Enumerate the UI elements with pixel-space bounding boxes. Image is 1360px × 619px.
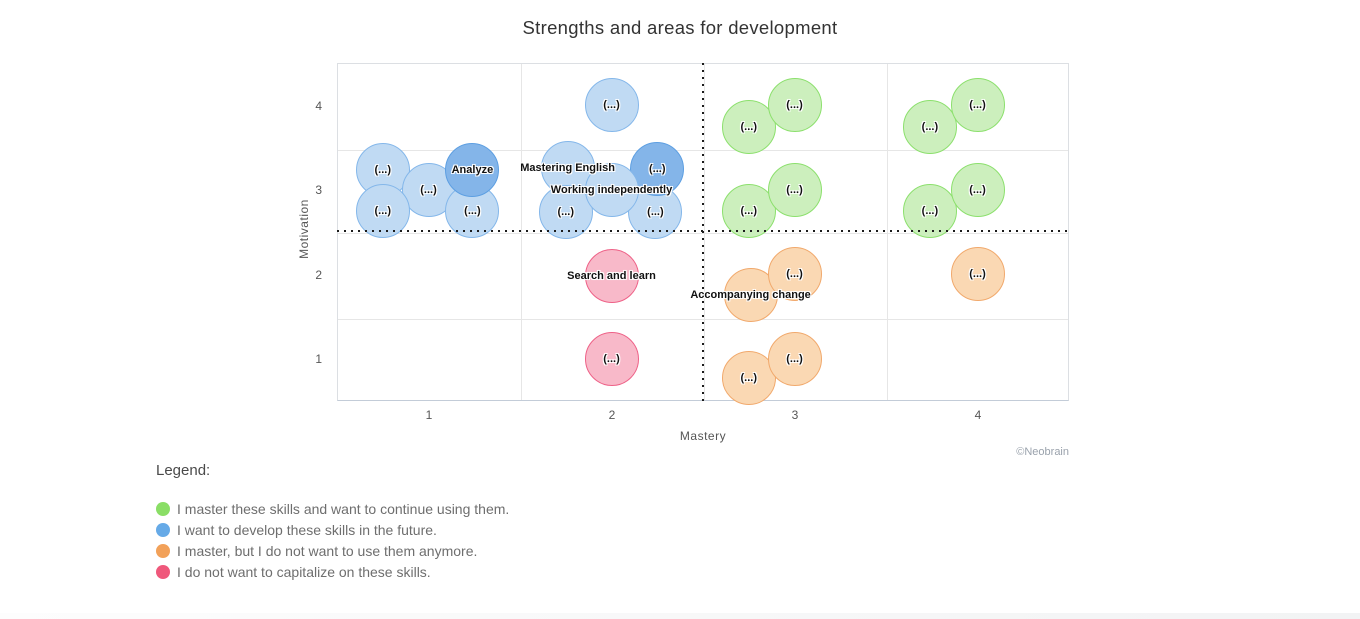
- bubble-green[interactable]: [950, 162, 1005, 217]
- bubble-label: (...): [603, 99, 620, 112]
- bubble-orange[interactable]: [767, 331, 822, 386]
- bubble-label: (...): [921, 204, 939, 217]
- x-axis-title: Mastery: [679, 429, 727, 443]
- y-tick-4: 4: [315, 99, 322, 113]
- bubble-label: (...): [420, 183, 437, 196]
- bubble-label: (...): [557, 205, 575, 218]
- legend: Legend: I master these skills and want t…: [156, 462, 509, 582]
- quadrant-divider-vertical: [702, 63, 704, 401]
- bubble-label: (...): [969, 99, 986, 112]
- y-axis-title: Motivation: [297, 199, 311, 259]
- bubble-label: (...): [786, 352, 803, 365]
- legend-color-dot: [156, 522, 170, 537]
- bubble-label: (...): [969, 268, 986, 281]
- bubble-label: (...): [969, 183, 986, 196]
- bubble-green[interactable]: [902, 183, 957, 238]
- bottom-scroll-strip: [0, 613, 1360, 619]
- x-tick-2: 2: [608, 408, 616, 422]
- bubble-green[interactable]: [902, 100, 957, 155]
- bubble-label: Analyze: [451, 164, 494, 177]
- legend-item-label: I want to develop these skills in the fu…: [177, 521, 437, 538]
- bubble-blue[interactable]: [630, 141, 685, 196]
- y-tick-1: 1: [315, 352, 322, 366]
- x-tick-1: 1: [425, 408, 433, 422]
- bubble-orange[interactable]: [767, 247, 822, 302]
- bubble-label: (...): [786, 99, 803, 112]
- legend-color-dot: [156, 543, 170, 558]
- bubble-label: (...): [374, 164, 392, 177]
- bubble-blue[interactable]: [538, 184, 593, 239]
- legend-item: I master these skills and want to contin…: [156, 498, 509, 519]
- x-tick-3: 3: [791, 408, 799, 422]
- legend-color-dot: [156, 564, 170, 579]
- bubble-blue[interactable]: [445, 183, 500, 238]
- legend-item-label: I do not want to capitalize on these ski…: [177, 563, 431, 580]
- bubble-label: (...): [647, 205, 664, 218]
- bubble-label: (...): [740, 204, 758, 217]
- legend-item: I want to develop these skills in the fu…: [156, 519, 509, 540]
- y-tick-3: 3: [315, 183, 322, 197]
- bubble-label: (...): [603, 352, 620, 365]
- bubble-label: (...): [374, 204, 392, 217]
- watermark-neobrain: ©Neobrain: [1016, 446, 1069, 458]
- bubble-blue[interactable]: [355, 183, 410, 238]
- bubble-pink[interactable]: [584, 331, 639, 386]
- bubble-label: (...): [921, 121, 939, 134]
- bubble-blue[interactable]: [584, 162, 639, 217]
- legend-item-label: I master, but I do not want to use them …: [177, 542, 478, 559]
- legend-item: I master, but I do not want to use them …: [156, 540, 509, 561]
- bubble-label: Search and learn: [567, 269, 656, 282]
- bubble-label: (...): [740, 121, 758, 134]
- legend-color-dot: [156, 501, 170, 516]
- bubble-blue[interactable]: [584, 78, 639, 133]
- quadrant-divider-horizontal: [337, 230, 1069, 232]
- chart-title: Strengths and areas for development: [522, 17, 838, 38]
- bubble-green[interactable]: [950, 78, 1005, 133]
- bubble-green[interactable]: [721, 183, 776, 238]
- legend-items: I master these skills and want to contin…: [156, 498, 509, 582]
- y-tick-2: 2: [315, 268, 322, 282]
- bubble-label: (...): [649, 162, 666, 175]
- bubble-label: Working independently: [550, 183, 673, 196]
- bubble-green[interactable]: [767, 78, 822, 133]
- bubble-pink[interactable]: [584, 248, 639, 303]
- bubble-green[interactable]: [721, 100, 776, 155]
- bubble-green[interactable]: [767, 162, 822, 217]
- bubble-label: (...): [740, 372, 758, 385]
- bubble-label: Mastering English: [520, 161, 615, 174]
- bubble-label: (...): [786, 268, 803, 281]
- x-tick-4: 4: [974, 408, 982, 422]
- legend-item-label: I master these skills and want to contin…: [177, 500, 510, 517]
- bubble-blue[interactable]: [445, 143, 500, 198]
- bubble-label: (...): [464, 204, 481, 217]
- bubble-label: Accompanying change: [690, 289, 811, 302]
- bubble-label: (...): [786, 183, 803, 196]
- bubble-orange[interactable]: [950, 247, 1005, 302]
- legend-item: I do not want to capitalize on these ski…: [156, 561, 509, 582]
- legend-heading: Legend:: [156, 462, 211, 479]
